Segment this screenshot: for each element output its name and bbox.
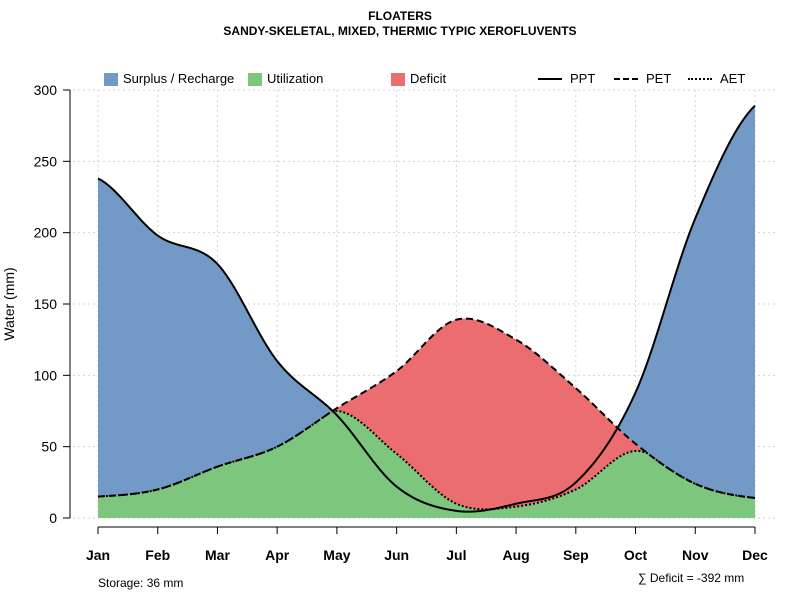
y-axis-label: Water (mm): [1, 267, 17, 340]
y-tick-label-250: 250: [34, 153, 58, 169]
y-tick-label-300: 300: [34, 82, 58, 98]
x-tick-label-mar: Mar: [205, 547, 230, 563]
deficit-swatch: [391, 72, 405, 86]
surplus-area-2: [618, 105, 755, 499]
deficit-area: [98, 318, 755, 510]
aet-series-line: [97, 409, 756, 511]
x-tick-label-feb: Feb: [145, 547, 170, 563]
legend-item-aet: AET: [688, 71, 745, 87]
legend-item-surplus: Surplus / Recharge: [104, 71, 234, 87]
surplus-area-1: [98, 178, 332, 497]
x-tick-label-nov: Nov: [682, 547, 709, 563]
x-tick-label-jul: Jul: [446, 547, 466, 563]
deficit-total-annotation: ∑ Deficit = -392 mm: [638, 571, 745, 585]
ppt-series-line: [97, 104, 756, 513]
x-tick-label-aug: Aug: [502, 547, 529, 563]
legend-item-deficit: Deficit: [391, 71, 446, 87]
x-tick-label-dec: Dec: [742, 547, 768, 563]
legend-label-ppt: PPT: [570, 71, 596, 86]
x-tick-label-oct: Oct: [624, 547, 648, 563]
x-tick-label-apr: Apr: [265, 547, 290, 563]
y-tick-label-150: 150: [34, 296, 58, 312]
legend-label-pet: PET: [646, 71, 672, 86]
x-tick-label-sep: Sep: [563, 547, 589, 563]
legend-label-aet: AET: [720, 71, 746, 86]
chart-title: FLOATERS: [368, 9, 432, 23]
y-tick-label-100: 100: [34, 367, 58, 383]
legend-item-ppt: PPT: [538, 71, 595, 87]
y-tick-label-50: 50: [41, 439, 57, 455]
utilization-area: [98, 410, 755, 518]
surplus-swatch: [104, 72, 118, 86]
series-lines: [97, 104, 756, 513]
utilization-swatch: [248, 72, 262, 86]
x-tick-label-jun: Jun: [384, 547, 409, 563]
legend-label-utilization: Utilization: [267, 71, 324, 86]
y-tick-label-200: 200: [34, 225, 58, 241]
legend-item-pet: PET: [614, 71, 671, 87]
legend-label-surplus: Surplus / Recharge: [123, 71, 235, 86]
legend-label-deficit: Deficit: [410, 71, 447, 86]
pet-line-key: [614, 78, 638, 80]
area-fills: [98, 105, 755, 518]
chart-subtitle: SANDY-SKELETAL, MIXED, THERMIC TYPIC XER…: [223, 24, 577, 38]
x-tick-label-jan: Jan: [86, 547, 110, 563]
aet-line-key: [688, 78, 712, 80]
legend-item-utilization: Utilization: [248, 71, 323, 87]
y-tick-label-0: 0: [49, 510, 57, 526]
storage-annotation: Storage: 36 mm: [98, 576, 184, 590]
ppt-line-key: [538, 78, 562, 80]
x-tick-label-may: May: [323, 547, 350, 563]
axes: 0 50 100 150 200 250 300 Water (mm) Jan Feb Mar Apr…: [1, 82, 768, 563]
